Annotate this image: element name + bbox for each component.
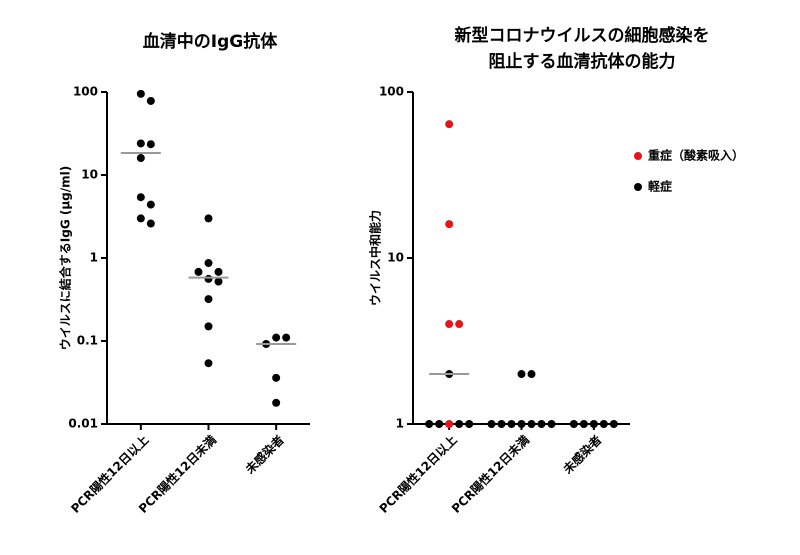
- data-point: [136, 214, 145, 223]
- data-point: [445, 120, 454, 129]
- data-point: [455, 320, 464, 329]
- data-point: [589, 420, 598, 428]
- data-point: [146, 96, 155, 105]
- data-point: [487, 420, 496, 428]
- legend-marker: [634, 152, 642, 160]
- data-point: [204, 295, 213, 304]
- y-tick-label: 0.1: [77, 334, 98, 348]
- data-point: [204, 274, 213, 283]
- data-point: [537, 420, 546, 428]
- data-point: [497, 420, 506, 428]
- data-point: [455, 420, 464, 428]
- data-point: [527, 370, 536, 379]
- data-point: [609, 420, 618, 428]
- legend-label: 重症（酸素吸入）: [648, 148, 744, 163]
- y-tick-label: 100: [379, 85, 404, 99]
- data-point: [579, 420, 588, 428]
- data-point: [569, 420, 578, 428]
- data-point: [507, 420, 516, 428]
- data-point: [272, 373, 281, 382]
- data-point: [435, 420, 444, 428]
- data-point: [425, 420, 434, 428]
- data-point: [282, 333, 291, 342]
- data-point: [136, 139, 145, 148]
- x-tick-label: 未感染者: [241, 432, 286, 477]
- data-point: [204, 322, 213, 331]
- data-point: [194, 267, 203, 276]
- chart-title: 血清中のIgG抗体: [143, 31, 278, 52]
- data-point: [517, 370, 526, 379]
- y-tick-label: 0.01: [68, 417, 98, 431]
- data-point: [146, 219, 155, 228]
- data-point: [445, 320, 454, 329]
- y-tick-label: 10: [81, 168, 98, 182]
- data-point: [465, 420, 474, 428]
- data-point: [445, 420, 454, 428]
- legend-marker: [634, 183, 642, 191]
- data-point: [146, 200, 155, 209]
- data-point: [527, 420, 536, 428]
- data-point: [204, 259, 213, 268]
- x-tick-label: 未感染者: [559, 432, 604, 477]
- y-tick-label: 1: [396, 417, 404, 431]
- data-point: [272, 398, 281, 407]
- data-point: [272, 333, 281, 342]
- data-point: [547, 420, 556, 428]
- y-tick-label: 1: [90, 251, 98, 265]
- data-point: [517, 420, 526, 428]
- data-point: [136, 89, 145, 98]
- y-tick-label: 10: [387, 251, 404, 265]
- y-axis-label: ウイルスに結合するIgG (µg/ml): [58, 166, 73, 350]
- data-point: [445, 220, 454, 229]
- data-point: [204, 214, 213, 223]
- data-point: [214, 277, 223, 286]
- chart-title: 阻止する血清抗体の能力: [489, 51, 676, 72]
- data-point: [146, 140, 155, 149]
- y-axis-label: ウイルス中和能力: [368, 210, 383, 306]
- y-tick-label: 100: [73, 85, 98, 99]
- x-tick-label: PCR陽性12日未満: [448, 432, 532, 516]
- data-point: [136, 193, 145, 202]
- x-tick-label: PCR陽性12日以上: [376, 432, 460, 516]
- legend-label: 軽症: [648, 179, 672, 194]
- chart-title: 新型コロナウイルスの細胞感染を: [455, 25, 710, 46]
- data-point: [204, 359, 213, 368]
- data-point: [214, 267, 223, 276]
- data-point: [136, 154, 145, 163]
- data-point: [599, 420, 608, 428]
